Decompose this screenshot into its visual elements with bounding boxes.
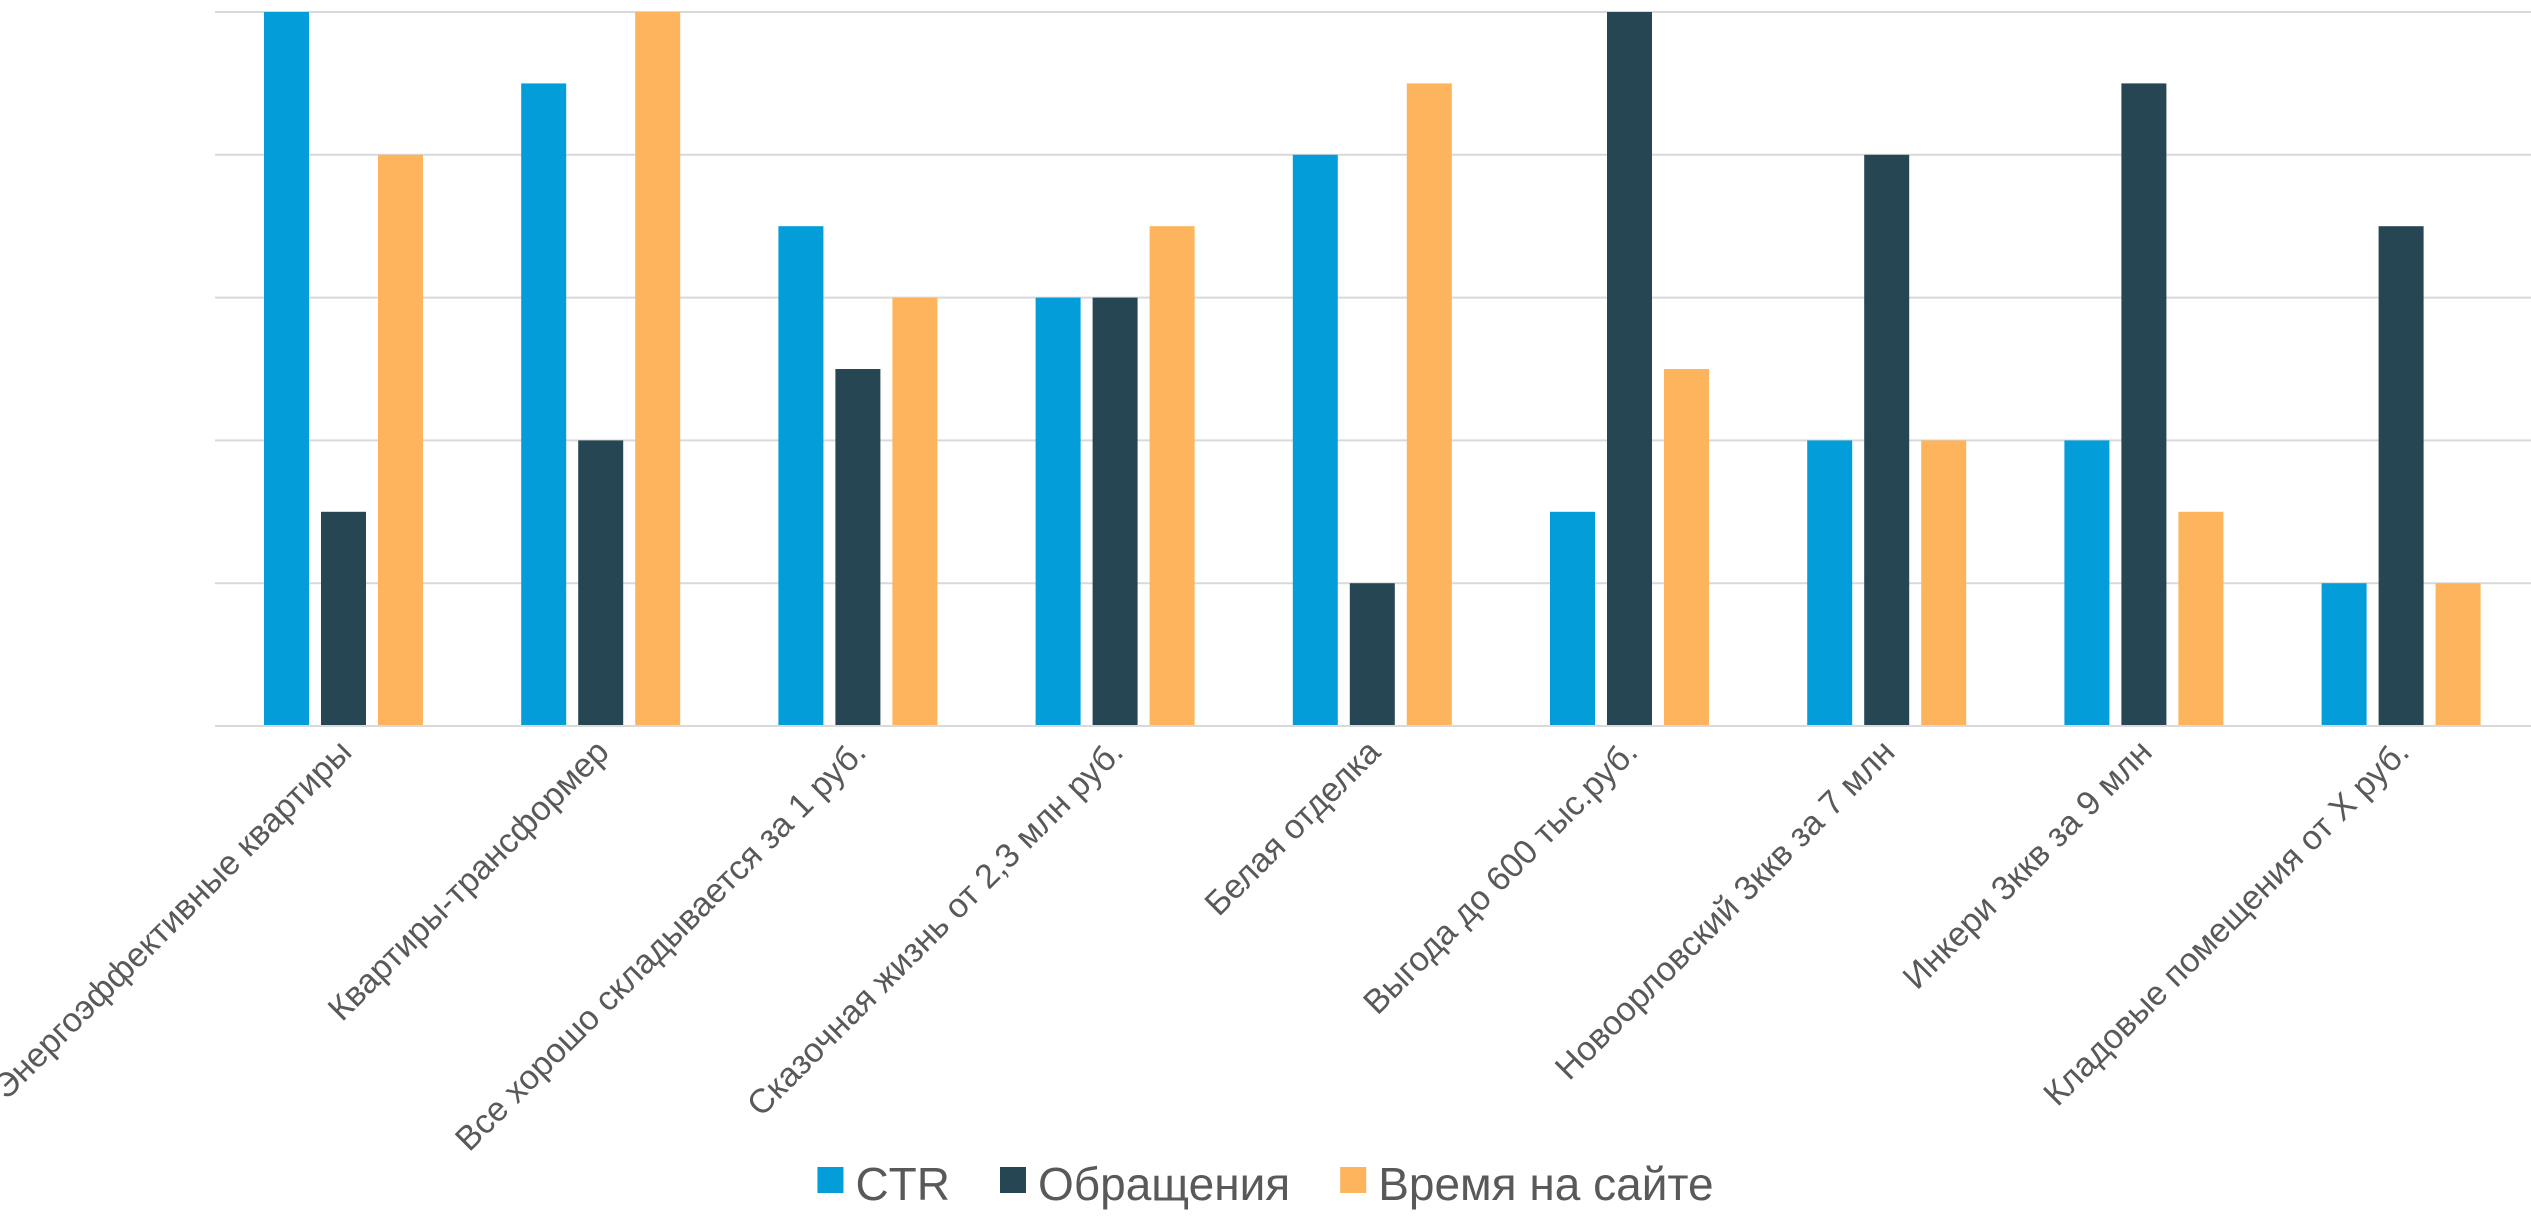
x-tick-label: Белая отделка	[1198, 733, 1388, 923]
legend-swatch	[1340, 1167, 1367, 1193]
bar-ctr	[2064, 440, 2110, 726]
legend-label: Обращения	[1038, 1158, 1290, 1210]
bar-ctr	[2321, 583, 2367, 726]
legend-swatch	[817, 1167, 844, 1193]
bar-vremya-na-saite	[2178, 511, 2224, 726]
x-tick-label: Инкери 3ккв за 9 млн	[1896, 733, 2160, 997]
legend-label: Время на сайте	[1378, 1158, 1713, 1210]
x-tick-label: Квартиры-трансформер	[321, 733, 617, 1029]
bar-ctr	[264, 12, 309, 726]
bar-obrashcheniya	[1864, 154, 1910, 727]
bar-vremya-na-saite	[2435, 583, 2481, 726]
legend-label: CTR	[855, 1158, 950, 1210]
bar-vremya-na-saite	[1149, 226, 1195, 726]
bar-ctr	[1035, 297, 1081, 726]
legend-swatch	[999, 1167, 1026, 1193]
x-tick-label: Выгода до 600 тыс.руб.	[1356, 733, 1645, 1022]
bar-vremya-na-saite	[1664, 369, 1709, 726]
bar-vremya-na-saite	[1921, 440, 1967, 726]
bar-vremya-na-saite	[378, 154, 423, 727]
bar-obrashcheniya	[2121, 83, 2167, 726]
bar-obrashcheniya	[2378, 226, 2424, 726]
bar-ctr	[1292, 154, 1338, 727]
bar-ctr	[521, 83, 567, 726]
bar-obrashcheniya	[1092, 297, 1138, 726]
bar-ctr	[1550, 511, 1595, 726]
bar-ctr	[778, 226, 824, 726]
bar-vremya-na-saite	[892, 297, 938, 726]
bar-obrashcheniya	[578, 440, 624, 726]
bar-obrashcheniya	[1607, 12, 1652, 726]
bar-vremya-na-saite	[635, 12, 681, 726]
bars	[264, 12, 2481, 727]
legend: CTR Обращения Время на сайте	[817, 1158, 1714, 1210]
bar-vremya-na-saite	[1406, 83, 1452, 726]
x-tick-labels: Энергоэффективные квартирыКвартиры-транс…	[0, 733, 2417, 1159]
bar-ctr	[1807, 440, 1853, 726]
bar-obrashcheniya	[835, 369, 881, 726]
bar-obrashcheniya	[321, 511, 366, 726]
x-tick-label: Энергоэффективные квартиры	[0, 733, 359, 1107]
x-tick-label: Все хорошо складывается за 1 руб.	[448, 733, 874, 1159]
bar-obrashcheniya	[1349, 583, 1395, 726]
